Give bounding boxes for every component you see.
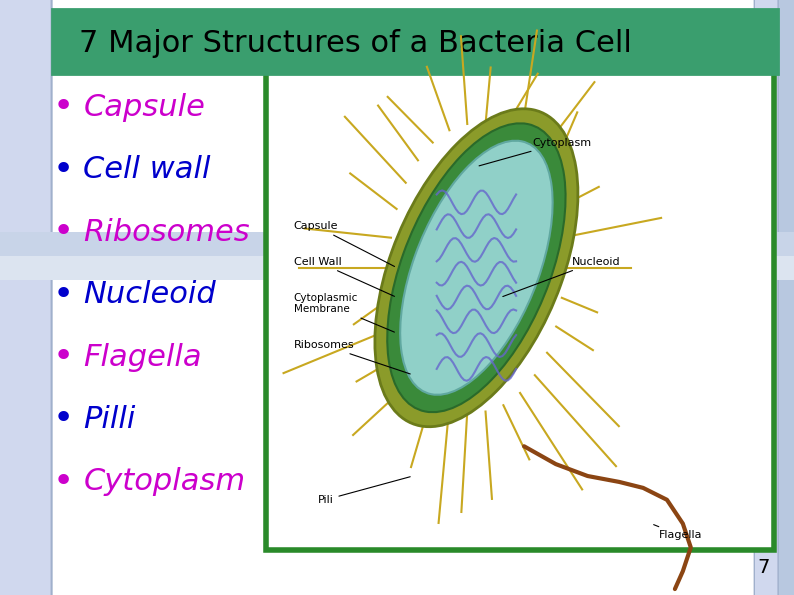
Text: Ribosomes: Ribosomes (83, 218, 250, 246)
Text: •: • (53, 340, 74, 374)
Text: Cell Wall: Cell Wall (294, 257, 395, 296)
Text: Capsule: Capsule (83, 93, 205, 121)
Ellipse shape (400, 140, 553, 395)
Text: •: • (53, 465, 74, 499)
FancyBboxPatch shape (52, 9, 778, 74)
Text: 7 Major Structures of a Bacteria Cell: 7 Major Structures of a Bacteria Cell (79, 29, 632, 58)
Text: 7: 7 (757, 558, 770, 577)
Text: Ribosomes: Ribosomes (294, 340, 410, 374)
Text: Capsule: Capsule (294, 221, 395, 267)
Text: Pilli: Pilli (83, 405, 136, 434)
Text: •: • (53, 215, 74, 249)
Text: Cell wall: Cell wall (83, 155, 211, 184)
Text: Flagella: Flagella (653, 525, 703, 540)
Ellipse shape (387, 123, 565, 412)
FancyBboxPatch shape (0, 0, 52, 595)
Text: Pili: Pili (318, 477, 410, 505)
Text: Nucleoid: Nucleoid (503, 257, 620, 296)
Text: •: • (53, 90, 74, 124)
Text: Cytoplasm: Cytoplasm (479, 138, 591, 166)
Text: •: • (53, 402, 74, 437)
Ellipse shape (375, 109, 578, 427)
Text: Nucleoid: Nucleoid (83, 280, 216, 309)
Text: •: • (53, 277, 74, 312)
Text: •: • (53, 152, 74, 187)
FancyBboxPatch shape (778, 0, 794, 595)
Bar (0, 232, 794, 256)
FancyBboxPatch shape (754, 0, 786, 595)
Text: Cytoplasmic
Membrane: Cytoplasmic Membrane (294, 293, 395, 332)
Bar (0, 256, 794, 280)
Text: Cytoplasm: Cytoplasm (83, 468, 245, 496)
Text: Flagella: Flagella (83, 343, 202, 371)
FancyBboxPatch shape (266, 21, 774, 550)
